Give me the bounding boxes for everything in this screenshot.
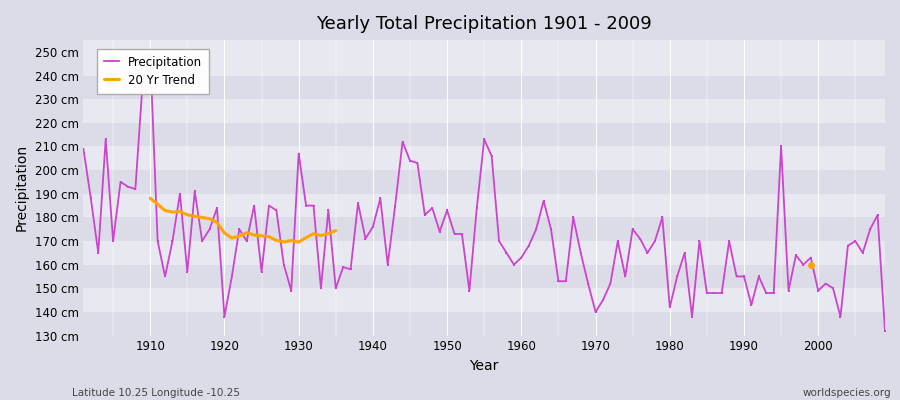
Bar [84, 265, 885, 288]
20 Yr Trend [301, 235, 311, 240]
Bar [84, 288, 885, 312]
Y-axis label: Precipitation: Precipitation [15, 144, 29, 232]
Precipitation [138, 78, 148, 83]
20 Yr Trend [241, 230, 252, 235]
Bar [84, 170, 885, 194]
Line: 20 Yr Trend: 20 Yr Trend [150, 198, 336, 242]
20 Yr Trend [159, 208, 170, 213]
Precipitation [145, 52, 156, 57]
20 Yr Trend [212, 220, 222, 225]
Precipitation [78, 146, 89, 151]
Bar [84, 217, 885, 241]
Precipitation [516, 255, 526, 260]
Line: Precipitation: Precipitation [83, 53, 886, 332]
Bar [84, 146, 885, 170]
20 Yr Trend [248, 233, 259, 238]
20 Yr Trend [145, 196, 156, 201]
Bar [84, 312, 885, 336]
20 Yr Trend [316, 233, 327, 238]
X-axis label: Year: Year [470, 359, 499, 373]
20 Yr Trend [197, 215, 208, 220]
20 Yr Trend [256, 234, 267, 238]
Bar [84, 194, 885, 217]
Bar [84, 99, 885, 123]
Precipitation [523, 243, 534, 248]
Precipitation [308, 203, 319, 208]
Precipitation [353, 201, 364, 206]
20 Yr Trend [286, 238, 297, 243]
20 Yr Trend [189, 214, 200, 219]
20 Yr Trend [175, 209, 185, 214]
20 Yr Trend [204, 216, 215, 221]
20 Yr Trend [271, 238, 282, 243]
Precipitation [879, 328, 890, 333]
20 Yr Trend [167, 210, 178, 214]
20 Yr Trend [264, 234, 274, 239]
Bar [84, 76, 885, 99]
20 Yr Trend [308, 231, 319, 236]
20 Yr Trend [182, 212, 193, 217]
20 Yr Trend [293, 240, 304, 244]
Text: Latitude 10.25 Longitude -10.25: Latitude 10.25 Longitude -10.25 [72, 388, 240, 398]
Bar [84, 52, 885, 76]
Precipitation [612, 239, 623, 244]
20 Yr Trend [330, 228, 341, 233]
Bar [84, 241, 885, 265]
Bar [84, 123, 885, 146]
20 Yr Trend [152, 202, 163, 206]
20 Yr Trend [234, 234, 245, 238]
20 Yr Trend [278, 240, 289, 244]
Text: worldspecies.org: worldspecies.org [803, 388, 891, 398]
Title: Yearly Total Precipitation 1901 - 2009: Yearly Total Precipitation 1901 - 2009 [316, 15, 652, 33]
20 Yr Trend [323, 231, 334, 236]
Legend: Precipitation, 20 Yr Trend: Precipitation, 20 Yr Trend [97, 49, 209, 94]
20 Yr Trend [219, 230, 230, 235]
20 Yr Trend [227, 236, 238, 240]
